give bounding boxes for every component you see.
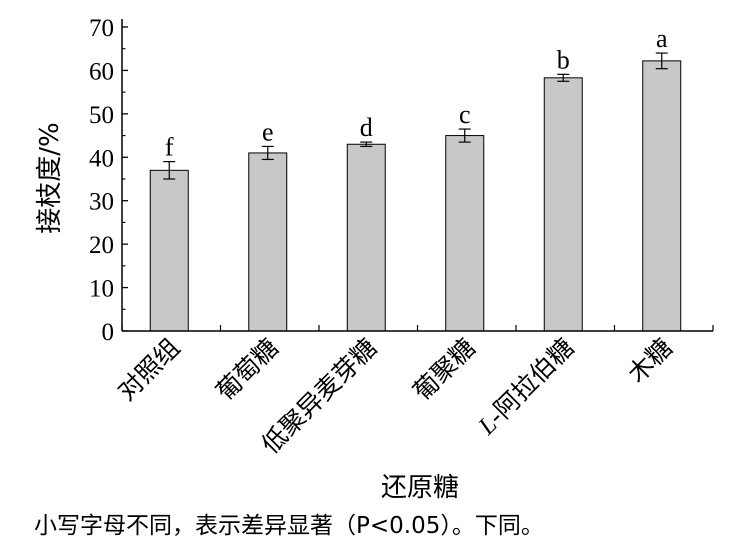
error-bar-2 [261,145,274,161]
significance-letter-4: c [459,100,471,129]
bars [149,60,682,332]
x-tick-label: 对照组 [112,333,186,407]
y-tick-label: 70 [89,15,114,42]
error-bars [163,52,668,180]
error-bar-6 [655,52,668,70]
y-axis-label: 接枝度/% [35,122,65,233]
error-bar-4 [458,128,471,143]
error-bar-1 [163,161,176,180]
x-tick-label: L-阿拉伯糖 [471,333,579,441]
x-tick-label: 葡聚糖 [407,333,481,407]
significance-letter-3: d [360,113,373,142]
y-tick-label: 0 [102,319,115,346]
significance-letter-5: b [557,45,570,74]
y-ticks: 0 10 20 30 40 50 60 70 [89,15,128,346]
y-tick-label: 40 [89,145,114,172]
error-bar-5 [557,73,570,82]
bar-3 [346,143,386,332]
x-tick-label: 木糖 [622,333,678,389]
significance-letter-2: e [262,117,274,146]
bar-6 [642,60,682,332]
significance-letter-6: a [656,24,668,53]
bar-4 [445,135,485,332]
y-tick-label: 20 [89,232,114,259]
x-tick-label-rest: -阿拉伯糖 [482,333,580,431]
bar-2 [248,152,288,332]
y-tick-label: 30 [89,189,114,216]
bar-5 [543,77,583,332]
bar-1 [149,169,189,332]
footnote: 小写字母不同，表示差异显著（P<0.05）。下同。 [34,513,544,539]
y-tick-label: 50 [89,102,114,129]
x-axis-label: 还原糖 [381,473,459,500]
axes [121,19,713,332]
error-bar-3 [360,141,373,148]
significance-letters: f e d c b a [165,24,668,162]
significance-letter-1: f [165,133,174,162]
x-tick-label: 葡萄糖 [210,333,284,407]
y-tick-label: 10 [89,276,114,303]
y-tick-label: 60 [89,58,114,85]
